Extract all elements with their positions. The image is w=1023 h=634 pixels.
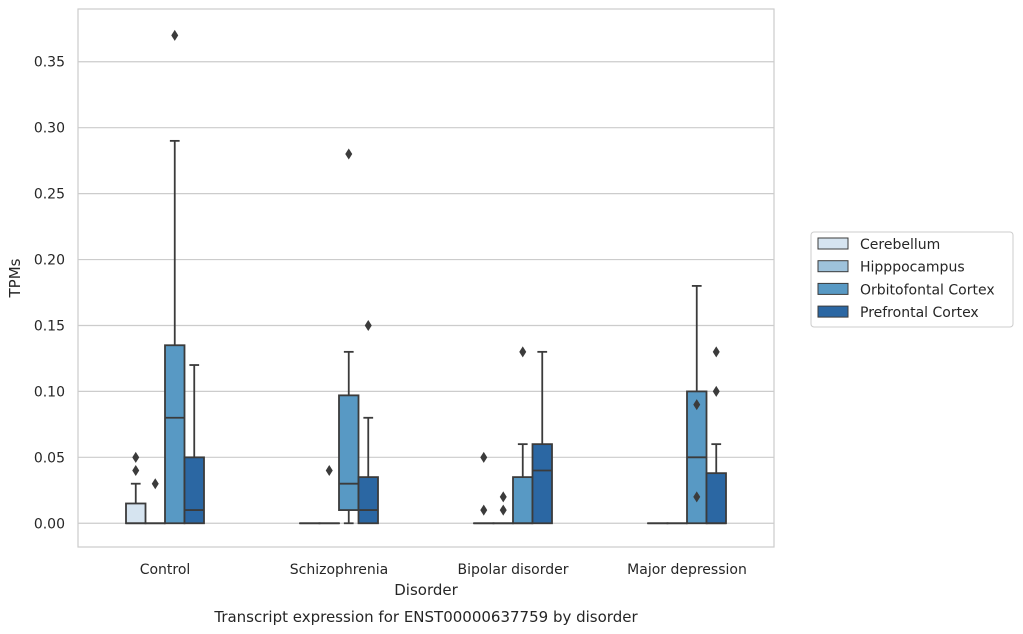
legend-swatch <box>817 237 849 250</box>
box-body <box>164 344 186 525</box>
x-axis-label: Disorder <box>394 581 458 599</box>
outlier-point <box>171 29 179 41</box>
legend-swatch <box>817 305 849 318</box>
box-3-3 <box>705 346 727 525</box>
box-body <box>531 443 553 525</box>
box-2-2 <box>512 346 534 525</box>
y-tick-label: 0.30 <box>34 121 65 137</box>
legend: Cerebellum Hipppocampus Orbitofontal Corte… <box>810 231 1014 328</box>
y-tick-label: 0.20 <box>34 253 65 269</box>
legend-label: Cerebellum <box>860 237 940 253</box>
box-2-1 <box>492 491 514 525</box>
outlier-point <box>499 504 507 516</box>
x-tick-label: Control <box>140 562 191 578</box>
box-1-1 <box>318 465 340 525</box>
x-tick-label: Bipolar disorder <box>457 562 568 578</box>
box-body <box>357 476 379 525</box>
legend-label: Orbitofontal Cortex <box>860 282 995 298</box>
box-1-2 <box>338 148 360 525</box>
box-1-3 <box>357 319 379 525</box>
outlier-point <box>364 319 372 331</box>
outlier-point <box>693 399 701 411</box>
outlier-point <box>325 465 333 477</box>
box-body <box>183 456 205 525</box>
legend-swatch <box>817 282 849 295</box>
box-0-1 <box>144 478 166 525</box>
box-2-3 <box>531 350 553 525</box>
plot-frame <box>77 8 775 548</box>
x-axis-ticks: Control Schizophrenia Bipolar disorder Majo… <box>140 562 747 578</box>
box-0-3 <box>183 364 205 525</box>
outlier-point <box>132 465 140 477</box>
legend-swatch <box>817 260 849 273</box>
outlier-point <box>345 148 353 160</box>
box-0-2 <box>164 29 186 525</box>
outlier-point <box>480 504 488 516</box>
y-tick-label: 0.35 <box>34 55 65 71</box>
figure-caption: Transcript expression for ENST0000063775… <box>213 608 638 626</box>
box-body <box>512 476 534 525</box>
y-tick-label: 0.05 <box>34 450 65 466</box>
y-axis-ticks: 0.00 0.05 0.10 0.15 0.20 0.25 0.30 0.35 <box>34 55 65 533</box>
y-tick-label: 0.00 <box>34 516 65 532</box>
outlier-point <box>693 491 701 503</box>
box-plot-marks <box>125 29 727 525</box>
outlier-point <box>712 346 720 358</box>
box-body <box>125 502 147 525</box>
box-body <box>705 472 727 525</box>
outlier-point <box>712 385 720 397</box>
outlier-point <box>480 451 488 463</box>
y-axis-label: TPMs <box>6 258 24 298</box>
y-tick-label: 0.15 <box>34 318 65 334</box>
x-tick-label: Major depression <box>627 562 747 578</box>
box-3-2 <box>686 285 708 525</box>
x-tick-label: Schizophrenia <box>290 562 388 578</box>
y-tick-label: 0.25 <box>34 187 65 203</box>
legend-label: Hipppocampus <box>860 260 965 276</box>
outlier-point <box>151 478 159 490</box>
box-2-0 <box>473 451 495 525</box>
box-body <box>338 394 360 511</box>
outlier-point <box>519 346 527 358</box>
outlier-point <box>499 491 507 503</box>
box-0-0 <box>125 451 147 525</box>
outlier-point <box>132 451 140 463</box>
legend-frame <box>810 231 1014 328</box>
legend-label: Prefrontal Cortex <box>860 305 979 321</box>
y-tick-label: 0.10 <box>34 384 65 400</box>
